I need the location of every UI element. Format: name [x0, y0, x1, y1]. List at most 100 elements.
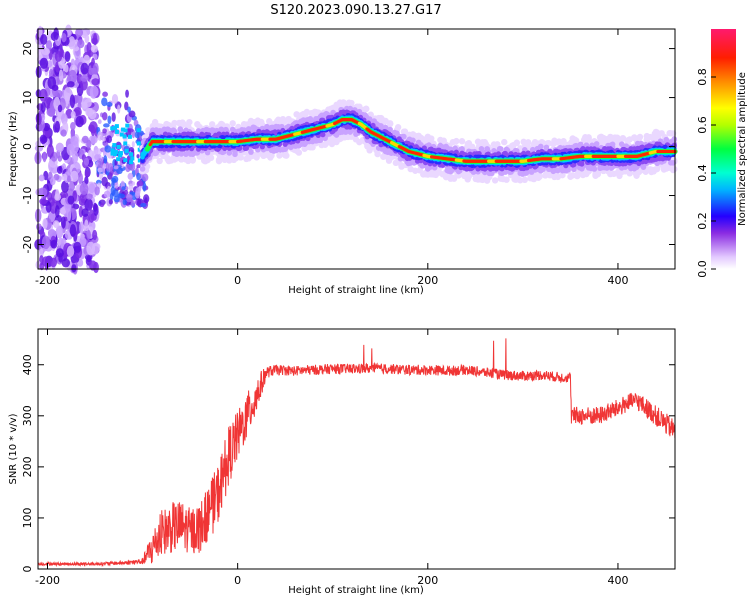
cyan-speck [136, 128, 141, 133]
ridge-halo [283, 152, 290, 159]
noise-blob [57, 155, 63, 162]
ridge-halo [636, 133, 644, 141]
noise-blob [109, 192, 114, 201]
ridge-halo [208, 121, 216, 128]
noise-blob [122, 198, 127, 206]
noise-blob [118, 193, 126, 199]
noise-blob [61, 173, 68, 181]
noise-blob [112, 189, 119, 197]
noise-blob [92, 229, 98, 241]
noise-blob [40, 33, 48, 46]
ridge-halo [503, 176, 510, 183]
noise-blob [54, 205, 60, 218]
noise-blob [79, 182, 89, 195]
noise-blob [49, 257, 58, 268]
noise-blob [77, 172, 83, 184]
ridge-halo [207, 154, 215, 162]
noise-blob [54, 50, 63, 62]
ridge-halo [537, 143, 544, 150]
noise-blob [45, 40, 53, 51]
noise-blob [71, 264, 77, 273]
cyan-speck [116, 144, 121, 149]
noise-blob [70, 122, 76, 131]
noise-blob [101, 176, 108, 187]
noise-blob [89, 260, 97, 271]
noise-blob [75, 28, 84, 37]
noise-blob [117, 104, 121, 114]
noise-blob [108, 162, 114, 172]
cyan-speck [123, 141, 128, 146]
noise-blob [124, 189, 129, 196]
noise-blob [111, 93, 119, 104]
ridge-halo [671, 165, 678, 173]
noise-blob [88, 183, 96, 194]
noise-blob [136, 172, 141, 181]
ridge-halo [248, 149, 254, 155]
noise-blob [61, 32, 67, 43]
cyan-speck [112, 152, 117, 157]
noise-blob [127, 172, 134, 180]
ridge-halo [513, 139, 520, 147]
noise-blob [136, 164, 141, 169]
noise-blob [143, 194, 150, 204]
ridge-halo [215, 157, 223, 165]
noise-blob [55, 89, 63, 98]
noise-blob [55, 142, 64, 153]
noise-blob [58, 253, 63, 263]
ridge-halo [478, 145, 485, 152]
noise-blob [40, 101, 46, 113]
noise-blob [79, 221, 84, 234]
noise-blob [125, 193, 133, 200]
noise-blob [94, 154, 100, 161]
cyan-speck [119, 132, 124, 137]
noise-blob [46, 107, 56, 117]
noise-blob [94, 186, 100, 196]
noise-blob [86, 193, 93, 200]
ridge-halo [232, 151, 238, 158]
cyan-speck [121, 127, 126, 132]
noise-blob [139, 130, 144, 137]
cyan-speck [130, 156, 135, 161]
ridge-halo [591, 166, 598, 172]
noise-blob [41, 256, 51, 267]
noise-blob [106, 101, 113, 107]
ridge-halo [189, 157, 196, 164]
cyan-speck [125, 123, 130, 128]
noise-blob [56, 166, 63, 174]
ridge-halo [139, 166, 146, 172]
noise-blob [104, 145, 112, 153]
cyan-speck [136, 141, 141, 146]
noise-blob [103, 155, 108, 164]
noise-blob [40, 136, 48, 143]
ridge-halo [410, 137, 416, 144]
spectrogram-marks [34, 24, 678, 275]
noise-blob [99, 203, 105, 208]
cyan-speck [116, 157, 121, 162]
noise-blob [80, 62, 89, 75]
noise-blob [86, 229, 91, 240]
noise-blob [41, 47, 51, 56]
noise-blob [79, 236, 87, 247]
noise-blob [121, 186, 126, 191]
noise-blob [125, 89, 129, 98]
noise-blob [39, 57, 49, 69]
ridge-halo [362, 105, 370, 113]
noise-blob [113, 165, 119, 170]
noise-blob [90, 44, 98, 53]
ridge-halo [171, 119, 178, 127]
noise-blob [68, 36, 76, 50]
ridge-halo [465, 173, 473, 180]
cyan-speck [110, 148, 115, 153]
noise-blob [60, 129, 67, 137]
chart-title: S120.2023.090.13.27.G17 [270, 3, 441, 18]
noise-blob [55, 189, 60, 201]
noise-blob [47, 76, 57, 90]
noise-blob [88, 109, 97, 120]
noise-blob [88, 135, 98, 144]
ridge-halo [186, 118, 193, 126]
noise-blob [50, 239, 58, 249]
cyan-speck [127, 134, 132, 139]
noise-blob [102, 111, 108, 121]
